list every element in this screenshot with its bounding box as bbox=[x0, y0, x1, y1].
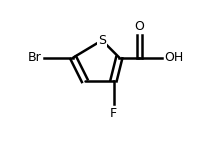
Text: S: S bbox=[98, 34, 106, 47]
Text: Br: Br bbox=[28, 51, 42, 64]
Text: O: O bbox=[134, 20, 144, 33]
Text: F: F bbox=[110, 107, 117, 120]
Text: OH: OH bbox=[164, 51, 183, 64]
